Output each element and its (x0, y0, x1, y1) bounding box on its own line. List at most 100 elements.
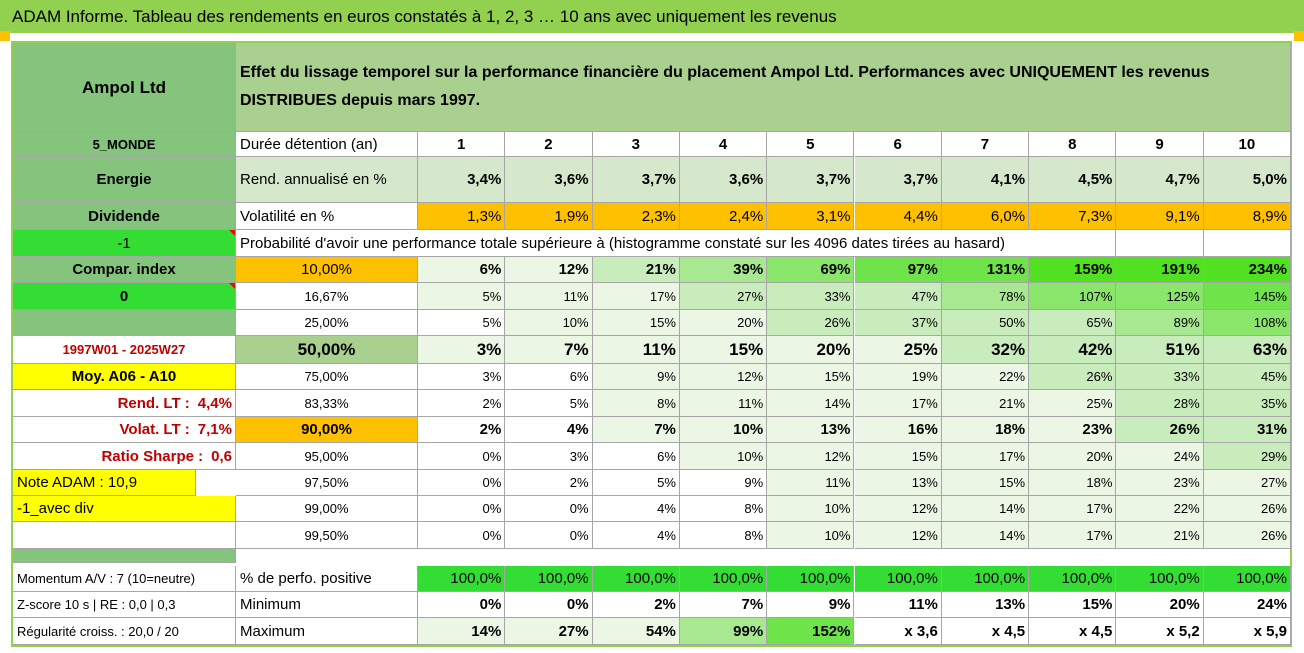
blank-cell (1203, 230, 1291, 257)
percentile-value: 26% (1116, 417, 1204, 443)
vol-value: 8,9% (1203, 203, 1291, 230)
maximum-value: 99% (679, 618, 768, 645)
header-description: Effet du lissage temporel sur la perform… (236, 43, 1291, 132)
percentile-value: 17% (854, 390, 942, 417)
vol-value: 6,0% (941, 203, 1030, 230)
year-header-2: 2 (505, 132, 593, 157)
percentile-value: 10% (679, 443, 768, 470)
row-label-duree: Durée détention (an) (236, 132, 418, 157)
percentile-value: 28% (1116, 390, 1204, 417)
minimum-value: 13% (941, 592, 1030, 618)
percentile-value: 51% (1116, 336, 1204, 364)
percentile-value: 0% (418, 496, 506, 522)
vol-value: 1,3% (418, 203, 506, 230)
minimum-left-label: Z-score 10 s | RE : 0,0 | 0,3 (13, 592, 236, 618)
percentile-value: 159% (1029, 257, 1117, 283)
vol-value: 2,4% (679, 203, 768, 230)
maximum-value: x 3,6 (854, 618, 942, 645)
percentile-value: 125% (1116, 283, 1204, 310)
percentile-value: 63% (1203, 336, 1291, 364)
percentile-value: 108% (1203, 310, 1291, 336)
blank-label (13, 522, 236, 549)
percentile-value: 22% (1116, 496, 1204, 522)
sharpe-ratio-value: 0,6 (211, 447, 232, 465)
percentile-value: 11% (679, 390, 768, 417)
percentile-value: 39% (679, 257, 768, 283)
maximum-value: 54% (592, 618, 680, 645)
year-header-5: 5 (767, 132, 855, 157)
percentile-value: 7% (592, 417, 680, 443)
percentile-value: 23% (1116, 470, 1204, 496)
percentile-value: 4% (592, 496, 680, 522)
percentile-value: 10% (767, 496, 855, 522)
percentile-value: 21% (592, 257, 680, 283)
percentile-value: 0% (418, 470, 506, 496)
sharpe-ratio: Ratio Sharpe : 0,6 (13, 443, 236, 470)
percentile-value: 17% (1029, 522, 1117, 549)
percentile-value: 21% (1116, 522, 1204, 549)
volat-lt-value: 7,1% (197, 421, 232, 438)
percentile-value: 10% (679, 417, 768, 443)
spacer-block (13, 549, 236, 563)
maximum-value: x 4,5 (1029, 618, 1117, 645)
percentile-value: 26% (1203, 496, 1291, 522)
note-adam: Note ADAM : 10,9 (13, 470, 196, 496)
percentile-value: 19% (854, 364, 942, 390)
percentile-value: 27% (1203, 470, 1291, 496)
percentile-value: 2% (505, 470, 593, 496)
percentile-value: 11% (592, 336, 680, 364)
percentile-value: 47% (854, 283, 942, 310)
percentile-label: 75,00% (236, 364, 418, 390)
rend-value: 3,7% (854, 157, 942, 203)
rend-value: 4,5% (1029, 157, 1117, 203)
zone-label: 5_MONDE (13, 132, 236, 157)
percentile-value: 26% (1029, 364, 1117, 390)
vol-value: 2,3% (592, 203, 680, 230)
comment-marker (229, 230, 235, 236)
period-label: 1997W01 - 2025W27 (13, 336, 236, 364)
percentile-value: 13% (767, 417, 855, 443)
percentile-value: 15% (592, 310, 680, 336)
vol-value: 7,3% (1029, 203, 1117, 230)
year-header-9: 9 (1116, 132, 1204, 157)
row-label-vol: Volatilité en % (236, 203, 418, 230)
percentile-value: 15% (679, 336, 768, 364)
percentile-value: 50% (941, 310, 1030, 336)
percentile-label: 99,00% (236, 496, 418, 522)
percentile-label: 10,00% (236, 257, 418, 283)
percentile-value: 0% (505, 522, 593, 549)
percentile-value: 0% (418, 522, 506, 549)
maximum-value: x 5,2 (1116, 618, 1204, 645)
percentile-value: 26% (1203, 522, 1291, 549)
positive-value: 100,0% (1203, 566, 1291, 592)
percentile-label: 83,33% (236, 390, 418, 417)
percentile-value: 12% (854, 522, 942, 549)
minimum-value: 15% (1029, 592, 1117, 618)
positive-value: 100,0% (505, 566, 593, 592)
percentile-value: 11% (505, 283, 593, 310)
percentile-value: 234% (1203, 257, 1291, 283)
vol-value: 4,4% (854, 203, 942, 230)
percentile-value: 6% (418, 257, 506, 283)
year-header-6: 6 (854, 132, 942, 157)
percentile-value: 17% (1029, 496, 1117, 522)
year-header-8: 8 (1029, 132, 1117, 157)
vol-value: 3,1% (767, 203, 855, 230)
maximum-value: x 5,9 (1203, 618, 1291, 645)
percentile-value: 18% (941, 417, 1030, 443)
percentile-value: 145% (1203, 283, 1291, 310)
sharpe-ratio-label: Ratio Sharpe : (101, 447, 204, 465)
positive-left-label: Momentum A/V : 7 (10=neutre) (13, 566, 236, 592)
positive-value: 100,0% (418, 566, 506, 592)
percentile-label: 90,00% (236, 417, 418, 443)
percentile-value: 42% (1029, 336, 1117, 364)
year-header-7: 7 (941, 132, 1030, 157)
report-title: ADAM Informe. Tableau des rendements en … (0, 0, 1304, 33)
percentile-value: 31% (1203, 417, 1291, 443)
minimum-value: 9% (767, 592, 855, 618)
percentile-label: 50,00% (236, 336, 418, 364)
rend-value: 3,6% (679, 157, 768, 203)
minimum-value: 24% (1203, 592, 1291, 618)
percentile-value: 16% (854, 417, 942, 443)
